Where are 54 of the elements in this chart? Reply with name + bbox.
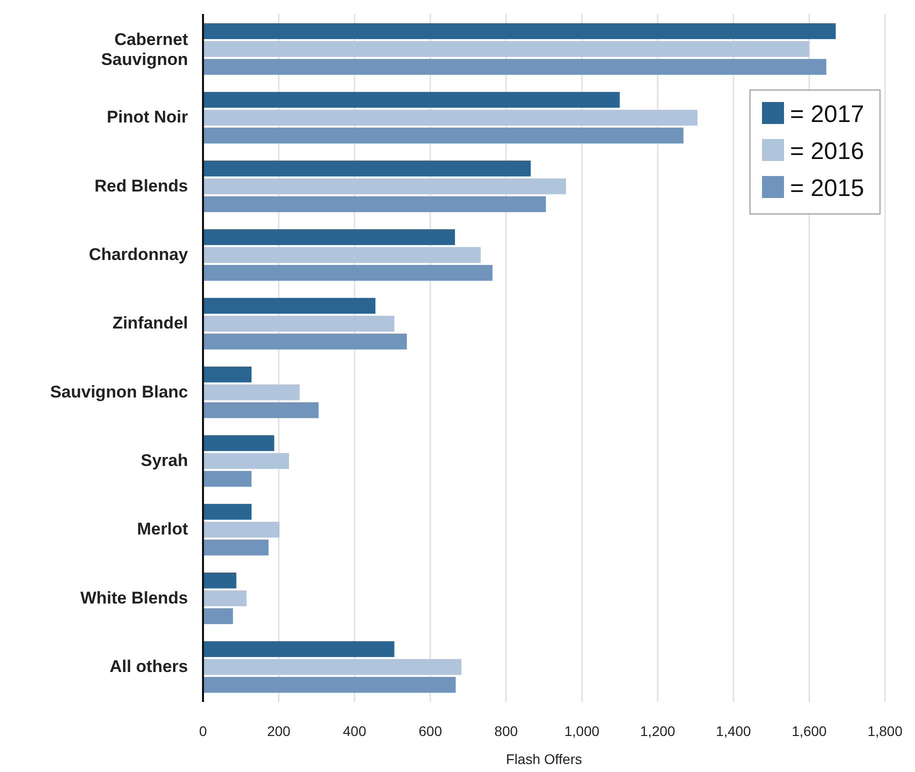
x-tick-label: 600: [418, 723, 442, 739]
y-tick-label: Chardonnay: [88, 245, 189, 264]
x-tick-label: 1,400: [716, 723, 752, 739]
bar: [203, 453, 290, 469]
bar: [203, 178, 566, 194]
bar: [203, 590, 247, 606]
x-tick-label: 1,800: [867, 723, 903, 739]
x-tick-label: 1,200: [640, 723, 676, 739]
legend-label: = 2016: [790, 138, 864, 165]
y-tick-label: Zinfandel: [112, 314, 188, 333]
bar: [203, 384, 300, 400]
bar: [203, 504, 252, 520]
y-tick-label: Red Blends: [94, 176, 188, 196]
x-tick-label: 800: [494, 723, 518, 739]
bar: [203, 264, 492, 281]
bar: [203, 128, 684, 144]
bar: [203, 334, 407, 350]
y-tick-label: White Blends: [80, 588, 188, 608]
y-tick-label: Merlot: [137, 520, 188, 539]
bar: [203, 470, 252, 487]
bar: [203, 608, 233, 624]
bar: [203, 366, 252, 382]
bar: [203, 247, 481, 263]
x-tick-label: 200: [267, 723, 291, 739]
bar: [203, 435, 274, 452]
x-axis-title: Flash Offers: [506, 751, 582, 767]
bar: [203, 641, 394, 658]
bar: [203, 402, 319, 418]
x-tick-label: 1,600: [792, 723, 827, 739]
legend-label: = 2015: [790, 175, 864, 202]
bar: [203, 160, 531, 176]
x-tick-label: 400: [342, 723, 366, 739]
x-tick-label: 0: [199, 723, 208, 739]
bar: [203, 659, 462, 675]
x-tick-label: 1,000: [564, 723, 600, 739]
bar: [203, 229, 455, 246]
bar: [203, 316, 394, 332]
bar: [203, 298, 376, 314]
bar: [203, 92, 620, 108]
bar: [203, 676, 456, 693]
bar: [203, 58, 826, 75]
y-tick-label: All others: [110, 656, 188, 676]
bar: [203, 41, 810, 57]
legend-label: = 2017: [790, 101, 864, 128]
y-tick-label: Cabernet Sauvignon: [101, 30, 188, 70]
bar: [203, 522, 280, 538]
y-tick-label: Syrah: [140, 450, 188, 470]
bar: [203, 196, 546, 212]
y-tick-label: Sauvignon Blanc: [50, 382, 188, 402]
bar: [203, 110, 698, 126]
bar: [203, 572, 236, 588]
bar: [203, 23, 836, 40]
y-tick-label: Pinot Noir: [106, 108, 188, 127]
bar: [203, 540, 269, 556]
